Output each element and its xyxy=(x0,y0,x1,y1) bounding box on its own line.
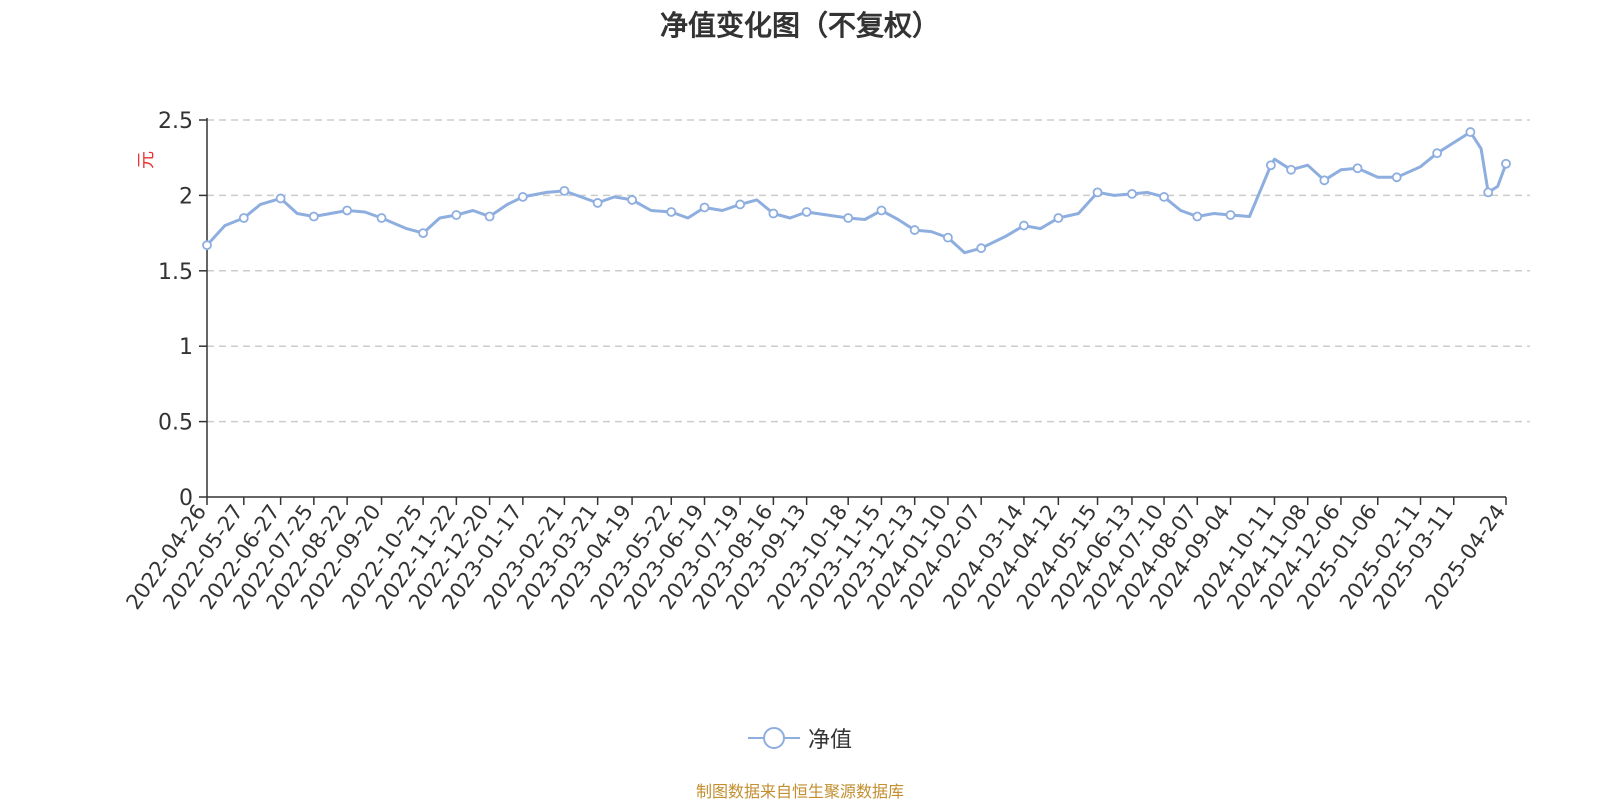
data-point[interactable] xyxy=(1483,187,1494,198)
data-point[interactable] xyxy=(666,207,677,217)
data-point[interactable] xyxy=(517,192,528,202)
data-point[interactable] xyxy=(943,232,953,243)
data-point[interactable] xyxy=(843,213,854,223)
data-point[interactable] xyxy=(484,211,495,222)
gridlines xyxy=(207,119,1530,423)
data-point[interactable] xyxy=(342,205,353,216)
y-axis-label: 元 xyxy=(136,151,157,169)
y-tick-label: 1.5 xyxy=(158,260,193,285)
chart-title: 净值变化图（不复权） xyxy=(659,9,940,42)
data-point[interactable] xyxy=(1319,175,1330,186)
data-point[interactable] xyxy=(1465,127,1476,137)
data-point[interactable] xyxy=(238,213,249,223)
data-point[interactable] xyxy=(1432,148,1443,159)
y-tick-label: 0.5 xyxy=(158,411,193,436)
data-point[interactable] xyxy=(1127,188,1137,199)
series-line xyxy=(205,130,1508,255)
data-point[interactable] xyxy=(592,198,603,208)
data-point[interactable] xyxy=(876,205,887,216)
axes xyxy=(199,118,1507,505)
data-point[interactable] xyxy=(801,207,812,217)
y-tick-label: 2.5 xyxy=(158,109,193,134)
data-point[interactable] xyxy=(451,210,462,220)
y-tick-labels: 0 0.5 1 1.5 2 2.5 xyxy=(158,109,193,511)
data-point[interactable] xyxy=(376,213,387,223)
data-point[interactable] xyxy=(308,211,319,222)
data-point[interactable] xyxy=(1092,187,1103,198)
data-point[interactable] xyxy=(1225,210,1236,220)
data-point[interactable] xyxy=(735,199,746,210)
data-point[interactable] xyxy=(275,193,286,204)
data-point[interactable] xyxy=(1159,192,1169,202)
data-point[interactable] xyxy=(418,228,429,239)
data-point[interactable] xyxy=(1019,220,1029,231)
data-point[interactable] xyxy=(1265,160,1276,171)
data-point[interactable] xyxy=(1352,163,1363,174)
data-point[interactable] xyxy=(699,202,710,213)
source-note: 制图数据来自恒生聚源数据库 xyxy=(695,782,904,801)
series-line-group xyxy=(205,130,1508,255)
legend[interactable]: 净值 xyxy=(748,722,852,754)
y-tick-label: 0 xyxy=(179,486,193,511)
data-point[interactable] xyxy=(1192,211,1203,222)
series-markers xyxy=(202,127,1511,254)
data-point[interactable] xyxy=(976,243,987,254)
data-point[interactable] xyxy=(559,185,570,196)
legend-line-circle-icon xyxy=(748,727,800,749)
data-point[interactable] xyxy=(1053,213,1064,223)
data-point[interactable] xyxy=(768,208,779,219)
data-point[interactable] xyxy=(1391,172,1402,183)
data-point[interactable] xyxy=(202,240,212,251)
data-point[interactable] xyxy=(627,195,637,205)
data-point[interactable] xyxy=(909,225,920,235)
y-tick-label: 1 xyxy=(179,335,193,360)
x-tick-labels: 2022-04-262022-05-272022-06-272022-07-25… xyxy=(121,500,1510,614)
y-tick-label: 2 xyxy=(179,184,193,209)
data-point[interactable] xyxy=(1286,164,1296,175)
data-point[interactable] xyxy=(1501,158,1511,169)
legend-label: 净值 xyxy=(808,728,853,753)
